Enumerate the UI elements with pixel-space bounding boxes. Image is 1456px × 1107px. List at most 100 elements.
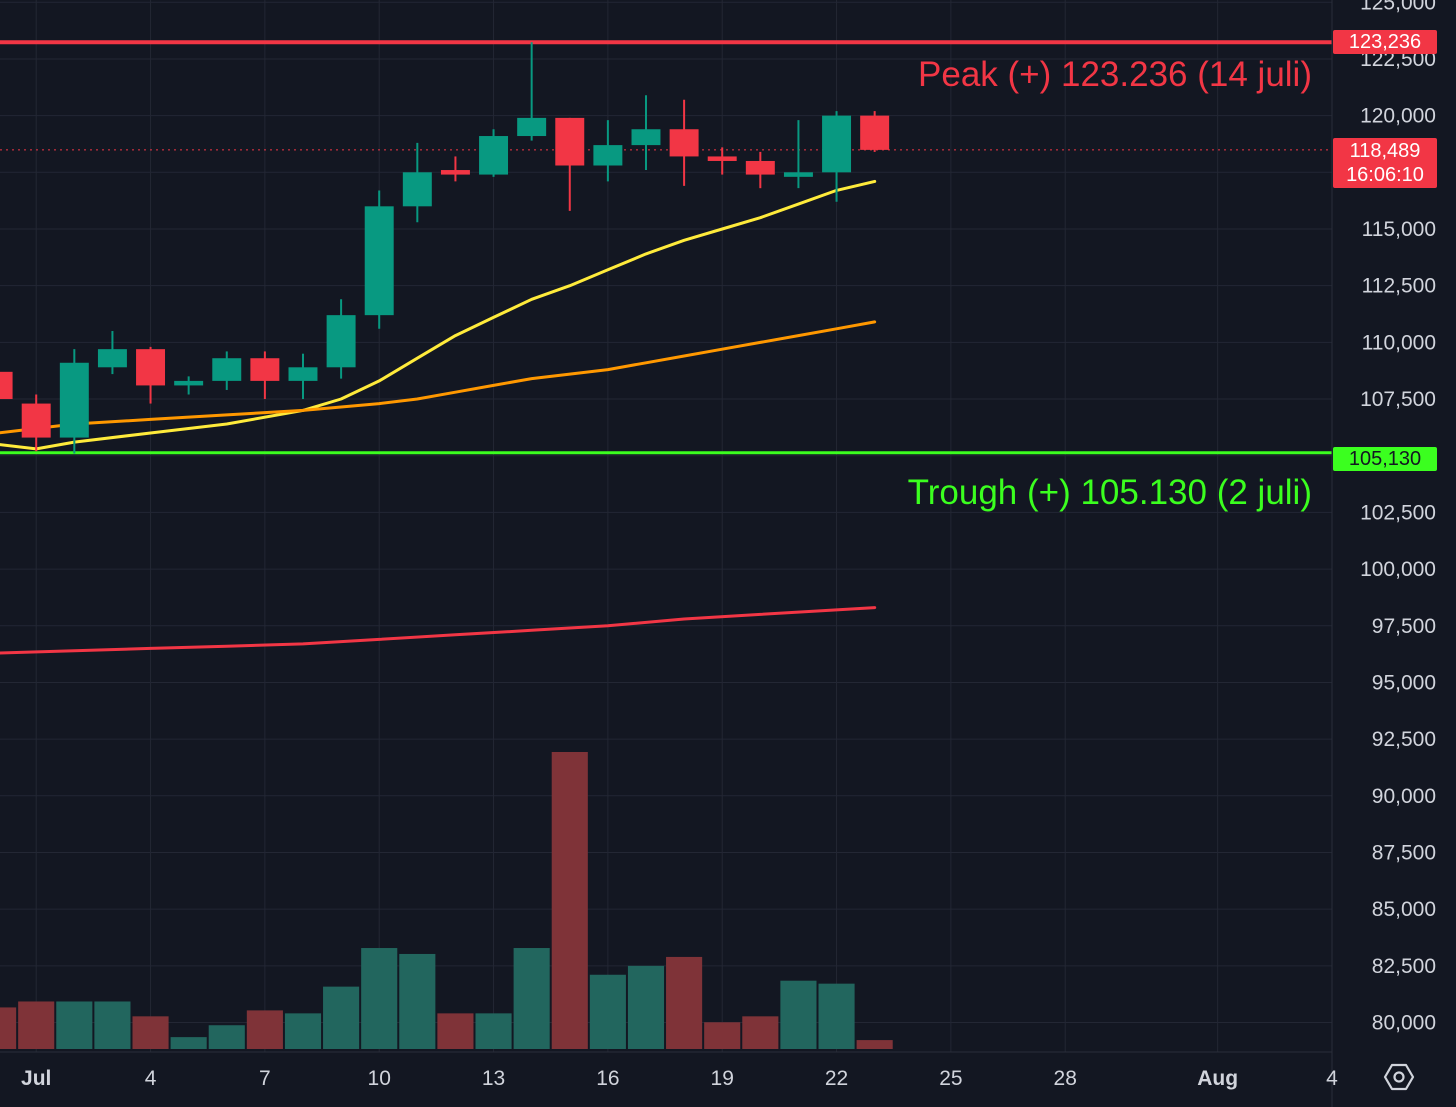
y-tick-label-5: 112,500 bbox=[1362, 275, 1436, 298]
volume-bar-4 bbox=[132, 1016, 169, 1049]
volume-bar-2 bbox=[56, 1001, 93, 1049]
peak-price-tag: 123,236 bbox=[1333, 30, 1437, 54]
y-tick-label-2: 120,000 bbox=[1360, 105, 1436, 128]
candle-1 bbox=[21, 394, 51, 452]
x-tick-label-7: 22 bbox=[825, 1067, 848, 1090]
volume-bar-8 bbox=[284, 1013, 322, 1049]
candle-body-14 bbox=[517, 117, 547, 137]
x-tick-label-3: 10 bbox=[368, 1067, 391, 1090]
trough-price-tag: 105,130 bbox=[1333, 447, 1437, 471]
candle-body-20 bbox=[745, 160, 775, 175]
candle-body-10 bbox=[364, 206, 394, 316]
volume-bar-5 bbox=[170, 1037, 207, 1049]
candle-body-18 bbox=[669, 129, 699, 157]
x-tick-label-1: 4 bbox=[145, 1067, 157, 1090]
volume-bar-6 bbox=[208, 1025, 245, 1049]
candle-23 bbox=[860, 111, 890, 152]
volume-bar-20 bbox=[742, 1016, 779, 1049]
candle-body-0 bbox=[0, 371, 13, 400]
volume-bar-21 bbox=[780, 980, 817, 1049]
candle-body-6 bbox=[212, 358, 242, 381]
moving-average-1 bbox=[0, 320, 877, 435]
candle-body-21 bbox=[783, 172, 813, 177]
y-tick-label-11: 97,500 bbox=[1372, 615, 1436, 638]
candle-body-2 bbox=[59, 362, 89, 438]
volume-bar-3 bbox=[94, 1001, 131, 1049]
volume-bar-23 bbox=[856, 1040, 893, 1049]
candle-body-5 bbox=[174, 380, 204, 386]
volume-bar-18 bbox=[666, 956, 703, 1049]
x-tick-label-6: 19 bbox=[711, 1067, 734, 1090]
x-tick-label-8: 25 bbox=[939, 1067, 962, 1090]
settings-hexagon-glyph bbox=[1383, 1063, 1415, 1091]
candle-body-13 bbox=[479, 136, 509, 175]
candle-body-22 bbox=[822, 115, 852, 173]
volume-bar-14 bbox=[513, 948, 550, 1049]
grid-lines bbox=[0, 0, 1333, 1052]
volume-bar-17 bbox=[627, 965, 665, 1049]
candle-body-4 bbox=[136, 349, 166, 386]
x-tick-label-4: 13 bbox=[482, 1067, 505, 1090]
candle-5 bbox=[174, 376, 204, 395]
candle-body-16 bbox=[593, 145, 623, 166]
candle-14 bbox=[517, 42, 547, 141]
candle-10 bbox=[364, 190, 394, 329]
y-tick-label-7: 107,500 bbox=[1360, 388, 1436, 411]
bar-countdown: 16:06:10 bbox=[1346, 164, 1424, 186]
candle-body-17 bbox=[631, 129, 661, 146]
peak-trough-lines bbox=[0, 40, 1332, 455]
candle-body-12 bbox=[440, 170, 470, 175]
volume-bar-16 bbox=[589, 974, 626, 1049]
y-tick-label-10: 100,000 bbox=[1360, 558, 1436, 581]
candle-21 bbox=[783, 120, 813, 189]
candle-0 bbox=[0, 371, 13, 400]
candle-3 bbox=[97, 331, 127, 375]
x-tick-label-2: 7 bbox=[259, 1067, 271, 1090]
candle-2 bbox=[59, 349, 89, 454]
volume-bars bbox=[0, 752, 893, 1049]
volume-bar-19 bbox=[704, 1022, 741, 1049]
y-tick-label-6: 110,000 bbox=[1362, 331, 1436, 354]
volume-bar-1 bbox=[18, 1001, 55, 1049]
candle-16 bbox=[593, 120, 623, 182]
y-tick-label-16: 85,000 bbox=[1372, 898, 1436, 921]
x-tick-label-10: Aug bbox=[1197, 1067, 1238, 1090]
volume-bar-11 bbox=[399, 953, 436, 1049]
candle-body-15 bbox=[555, 117, 585, 166]
y-tick-label-12: 95,000 bbox=[1372, 671, 1436, 694]
candle-body-8 bbox=[288, 367, 318, 381]
candle-20 bbox=[745, 151, 775, 189]
candles bbox=[0, 42, 890, 454]
x-tick-label-9: 28 bbox=[1054, 1067, 1077, 1090]
candle-body-7 bbox=[250, 358, 280, 381]
y-tick-label-17: 82,500 bbox=[1372, 955, 1436, 978]
volume-bar-12 bbox=[437, 1013, 474, 1049]
moving-average-2 bbox=[0, 606, 877, 655]
volume-bar-15 bbox=[551, 752, 588, 1049]
candle-9 bbox=[326, 299, 356, 379]
candle-body-3 bbox=[97, 349, 127, 368]
candle-body-1 bbox=[21, 403, 51, 438]
time-axis[interactable]: Jul 4 7 10 13 16 19 22 25 28 Aug 4 bbox=[21, 1067, 1338, 1090]
y-tick-label-14: 90,000 bbox=[1372, 785, 1436, 808]
candle-body-9 bbox=[326, 315, 356, 368]
x-tick-label-11: 4 bbox=[1326, 1067, 1338, 1090]
y-tick-label-4: 115,000 bbox=[1362, 218, 1436, 241]
candle-12 bbox=[440, 156, 470, 182]
volume-bar-0 bbox=[0, 1007, 17, 1049]
trough-annotation: Trough (+) 105.130 (2 juli) bbox=[907, 473, 1312, 512]
candle-19 bbox=[707, 147, 737, 175]
settings-hexagon-icon[interactable] bbox=[1382, 1060, 1416, 1094]
candle-7 bbox=[250, 351, 280, 400]
volume-bar-7 bbox=[246, 1010, 283, 1049]
x-tick-label-0: Jul bbox=[21, 1067, 51, 1090]
candle-18 bbox=[669, 99, 699, 186]
x-tick-label-5: 16 bbox=[596, 1067, 619, 1090]
candle-body-11 bbox=[402, 172, 432, 207]
volume-bar-10 bbox=[361, 948, 398, 1049]
volume-bar-22 bbox=[818, 983, 855, 1049]
y-tick-label-15: 87,500 bbox=[1372, 841, 1436, 864]
candle-22 bbox=[822, 111, 852, 202]
